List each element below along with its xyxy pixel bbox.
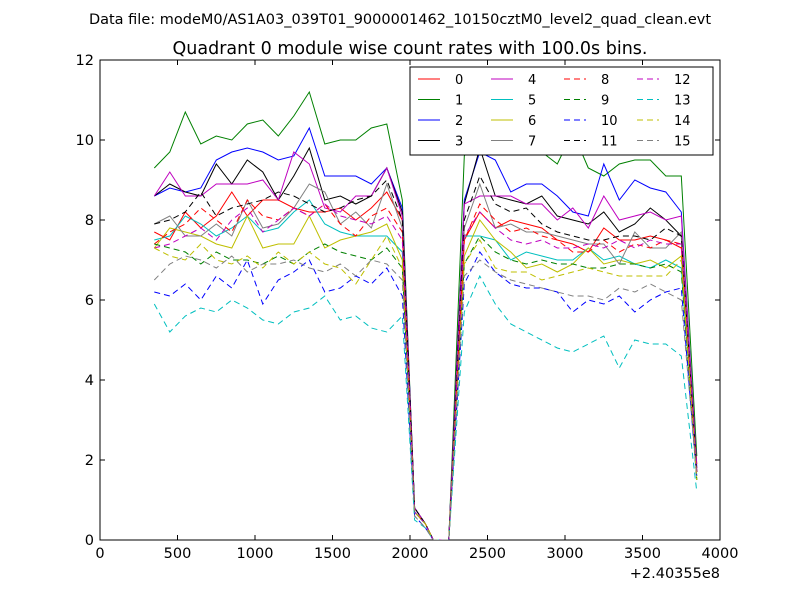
series-line-15 — [153, 255, 698, 540]
y-tick-label-6: 6 — [85, 293, 94, 309]
x-tick-label-0: 0 — [95, 546, 104, 562]
series-layer — [153, 90, 698, 540]
series-line-10 — [154, 251, 698, 540]
legend-label-6: 6 — [528, 114, 536, 129]
x-tick-label-1000: 1000 — [237, 546, 274, 562]
legend-label-15: 15 — [674, 135, 691, 150]
legend-label-13: 13 — [674, 94, 691, 109]
y-tick-label-0: 0 — [85, 533, 94, 549]
y-tick-label-4: 4 — [85, 373, 94, 389]
x-tick-label-4000: 4000 — [702, 546, 739, 562]
y-tick-label-12: 12 — [76, 53, 94, 69]
legend-box — [409, 66, 714, 156]
y-tick-label-8: 8 — [85, 213, 94, 229]
x-tick-label-2500: 2500 — [469, 546, 506, 562]
y-tick-label-10: 10 — [76, 133, 94, 149]
legend-label-1: 1 — [455, 94, 463, 109]
series-line-11 — [154, 174, 698, 540]
legend-label-4: 4 — [528, 73, 536, 88]
x-tick-label-1500: 1500 — [314, 546, 351, 562]
legend-label-14: 14 — [674, 114, 691, 129]
legend-label-12: 12 — [674, 73, 691, 88]
series-line-14 — [154, 234, 698, 540]
y-tick-label-2: 2 — [85, 453, 94, 469]
x-tick-label-500: 500 — [164, 546, 192, 562]
legend-label-9: 9 — [601, 94, 609, 109]
axis-ticks: 0 500 1000 1500 2000 2500 3000 3500 400002468101… — [76, 53, 739, 562]
x-tick-label-2000: 2000 — [392, 546, 429, 562]
x-tick-label-3000: 3000 — [547, 546, 584, 562]
legend-label-0: 0 — [455, 73, 463, 88]
legend-label-8: 8 — [601, 73, 609, 88]
x-tick-label-3500: 3500 — [624, 546, 661, 562]
x-axis-offset-label: +2.40355e8 — [630, 566, 720, 582]
chart-title: Quadrant 0 module wise count rates with … — [173, 39, 648, 59]
legend-label-11: 11 — [601, 135, 618, 150]
legend-label-3: 3 — [455, 135, 463, 150]
legend-label-10: 10 — [601, 114, 618, 129]
legend-label-7: 7 — [528, 135, 536, 150]
legend-label-2: 2 — [455, 114, 463, 129]
legend-label-5: 5 — [528, 94, 536, 109]
data-file-label: Data file: modeM0/AS1A03_039T01_90000014… — [89, 12, 711, 28]
